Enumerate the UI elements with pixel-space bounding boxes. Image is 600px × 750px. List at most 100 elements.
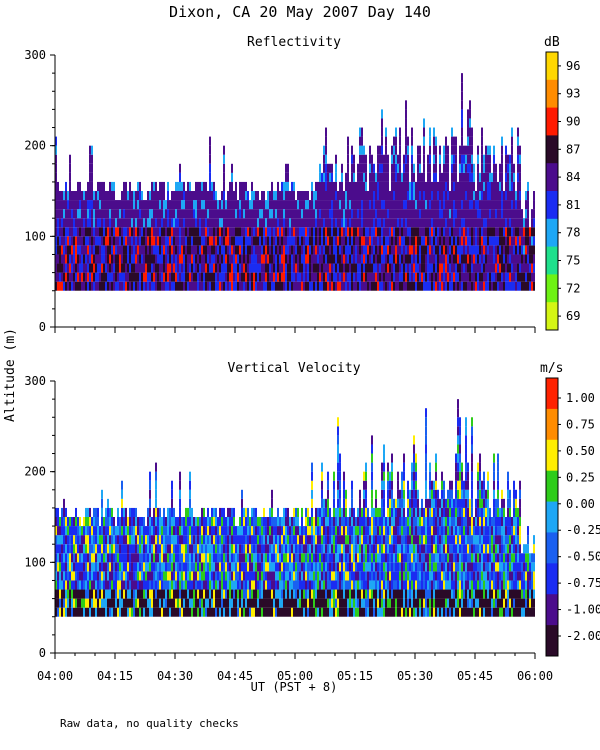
field-cell xyxy=(193,571,195,581)
field-cell xyxy=(71,607,73,617)
field-cell xyxy=(155,544,157,554)
field-cell xyxy=(505,227,507,237)
field-cell xyxy=(273,571,275,581)
field-cell xyxy=(437,191,439,201)
field-cell xyxy=(113,589,115,599)
field-cell xyxy=(165,245,167,255)
field-cell xyxy=(147,535,149,545)
field-cell xyxy=(159,535,161,545)
field-cell xyxy=(127,245,129,255)
field-cell xyxy=(359,200,361,210)
field-cell xyxy=(227,571,229,581)
field-cell xyxy=(225,517,227,527)
field-cell xyxy=(259,517,261,527)
field-cell xyxy=(261,589,263,599)
field-cell xyxy=(335,535,337,545)
field-cell xyxy=(135,218,137,228)
field-cell xyxy=(343,526,345,536)
field-cell xyxy=(317,227,319,237)
field-cell xyxy=(467,181,469,191)
field-cell xyxy=(473,172,475,182)
field-cell xyxy=(473,181,475,191)
field-cell xyxy=(317,191,319,201)
field-cell xyxy=(365,263,367,273)
field-cell xyxy=(351,480,353,490)
field-cell xyxy=(179,218,181,228)
field-cell xyxy=(225,544,227,554)
field-cell xyxy=(253,507,255,517)
field-cell xyxy=(195,598,197,608)
field-cell xyxy=(225,218,227,228)
field-cell xyxy=(431,200,433,210)
field-cell xyxy=(63,589,65,599)
field-cell xyxy=(71,245,73,255)
field-cell xyxy=(237,200,239,210)
field-cell xyxy=(263,218,265,228)
field-cell xyxy=(127,517,129,527)
field-cell xyxy=(69,272,71,282)
field-cell xyxy=(309,254,311,264)
field-cell xyxy=(281,200,283,210)
field-cell xyxy=(241,245,243,255)
field-cell xyxy=(167,263,169,273)
field-cell xyxy=(479,254,481,264)
field-cell xyxy=(319,227,321,237)
field-cell xyxy=(187,517,189,527)
field-cell xyxy=(451,163,453,173)
field-cell xyxy=(283,507,285,517)
field-cell xyxy=(275,553,277,563)
field-cell xyxy=(409,181,411,191)
field-cell xyxy=(237,553,239,563)
field-cell xyxy=(455,191,457,201)
field-cell xyxy=(295,598,297,608)
field-cell xyxy=(335,580,337,590)
field-cell xyxy=(459,281,461,291)
field-cell xyxy=(199,254,201,264)
field-cell xyxy=(335,607,337,617)
field-cell xyxy=(467,163,469,173)
field-cell xyxy=(161,517,163,527)
field-cell xyxy=(413,263,415,273)
field-cell xyxy=(67,607,69,617)
field-cell xyxy=(345,227,347,237)
field-cell xyxy=(263,254,265,264)
field-cell xyxy=(451,154,453,164)
field-cell xyxy=(203,209,205,219)
field-cell xyxy=(337,535,339,545)
field-cell xyxy=(343,272,345,282)
field-cell xyxy=(367,281,369,291)
field-cell xyxy=(313,245,315,255)
field-cell xyxy=(309,580,311,590)
field-cell xyxy=(341,553,343,563)
field-cell xyxy=(249,553,251,563)
field-cell xyxy=(347,236,349,246)
field-cell xyxy=(389,263,391,273)
field-cell xyxy=(295,281,297,291)
field-cell xyxy=(315,263,317,273)
field-cell xyxy=(385,281,387,291)
field-cell xyxy=(97,580,99,590)
field-cell xyxy=(497,200,499,210)
field-cell xyxy=(99,598,101,608)
field-cell xyxy=(327,507,329,517)
field-cell xyxy=(217,580,219,590)
field-cell xyxy=(377,181,379,191)
field-cell xyxy=(335,181,337,191)
field-cell xyxy=(491,236,493,246)
field-cell xyxy=(293,272,295,282)
field-cell xyxy=(487,263,489,273)
field-cell xyxy=(305,218,307,228)
field-cell xyxy=(159,236,161,246)
field-cell xyxy=(69,218,71,228)
field-cell xyxy=(287,517,289,527)
field-cell xyxy=(285,181,287,191)
field-cell xyxy=(241,209,243,219)
field-cell xyxy=(263,598,265,608)
field-cell xyxy=(229,218,231,228)
field-cell xyxy=(337,444,339,454)
field-cell xyxy=(511,127,513,137)
field-cell xyxy=(381,245,383,255)
field-cell xyxy=(57,553,59,563)
field-cell xyxy=(465,245,467,255)
field-cell xyxy=(187,254,189,264)
